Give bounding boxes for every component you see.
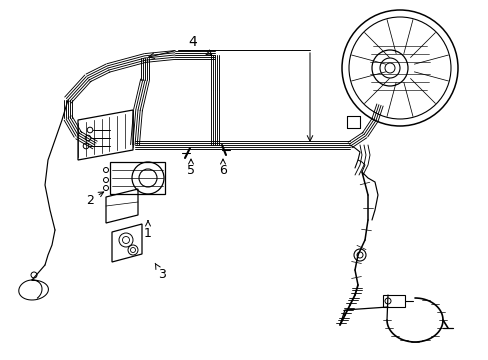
Text: 6: 6: [219, 159, 226, 176]
Text: 3: 3: [155, 263, 165, 282]
Text: 5: 5: [186, 159, 195, 176]
Bar: [110, 162, 164, 194]
Text: 2: 2: [86, 192, 103, 207]
Text: 4: 4: [188, 35, 197, 49]
Text: 1: 1: [144, 221, 152, 239]
Bar: [382, 295, 404, 307]
